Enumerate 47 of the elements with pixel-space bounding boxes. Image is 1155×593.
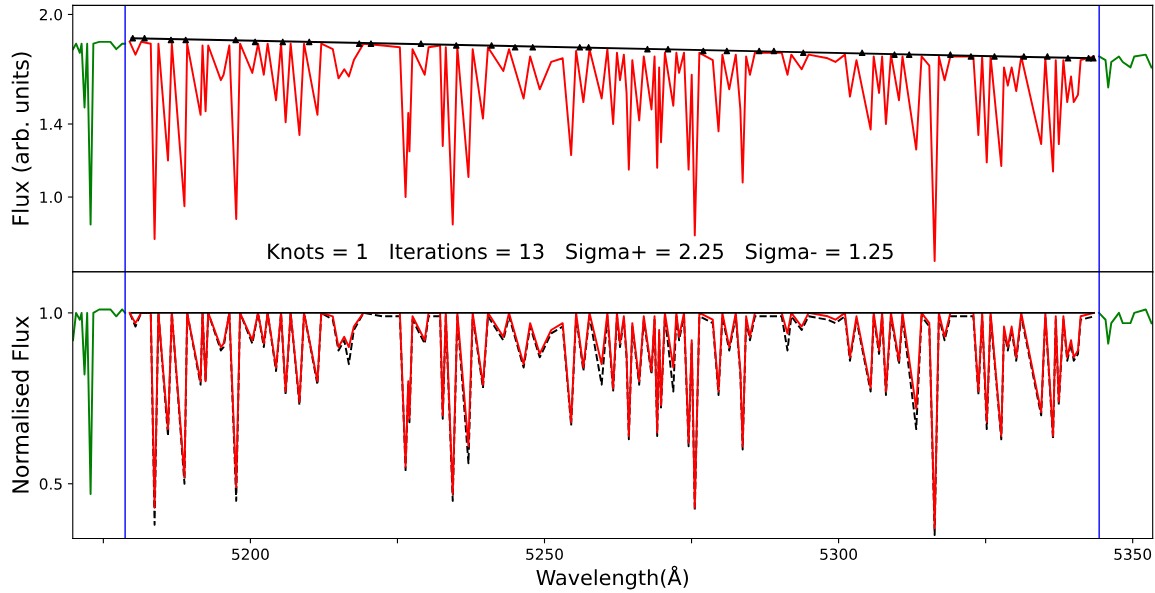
point	[664, 45, 672, 53]
x-tick-label: 5200	[232, 548, 269, 560]
point	[755, 47, 763, 55]
y-tick-label: 1.4	[40, 118, 63, 130]
x-tick-label: 5250	[526, 548, 563, 560]
point	[644, 45, 651, 53]
point	[905, 51, 913, 58]
point	[511, 44, 519, 51]
x-tick-label: 5300	[820, 548, 858, 560]
point	[488, 42, 495, 49]
point	[529, 44, 537, 51]
point	[585, 44, 592, 51]
point	[858, 49, 866, 57]
point	[947, 51, 954, 58]
point	[279, 38, 287, 46]
point	[576, 44, 584, 51]
point	[1089, 54, 1097, 62]
point	[251, 38, 259, 46]
y-axis-title: Flux (arb. units)	[11, 52, 32, 225]
x-tick-label: 5350	[1114, 548, 1152, 560]
point	[367, 40, 375, 47]
y-tick-label: 0.5	[39, 478, 62, 490]
point	[891, 51, 898, 58]
point	[1064, 54, 1072, 62]
point	[232, 36, 239, 44]
annotation: Knots = 1 Iterations = 13 Sigma+ = 2.25 Sigma- = 1.25	[268, 243, 893, 264]
point	[1020, 53, 1028, 60]
y-axis-title: Normalised Flux	[11, 316, 29, 493]
point	[355, 40, 363, 47]
point	[305, 38, 313, 46]
point	[800, 49, 807, 57]
point	[182, 36, 189, 44]
point	[167, 36, 175, 44]
point	[991, 53, 998, 60]
point	[700, 47, 707, 55]
point	[141, 34, 148, 42]
y-tick-label: 2.0	[39, 8, 63, 21]
y-tick-label: 1.0	[40, 191, 63, 204]
y-tick-label: 1.0	[40, 307, 63, 319]
point	[967, 53, 975, 60]
point	[417, 40, 425, 47]
x-axis-title: Wavelength(Å)	[536, 565, 688, 590]
point	[452, 42, 460, 49]
point	[770, 47, 778, 55]
point	[1044, 53, 1051, 60]
point	[723, 47, 731, 55]
point	[1085, 54, 1092, 62]
